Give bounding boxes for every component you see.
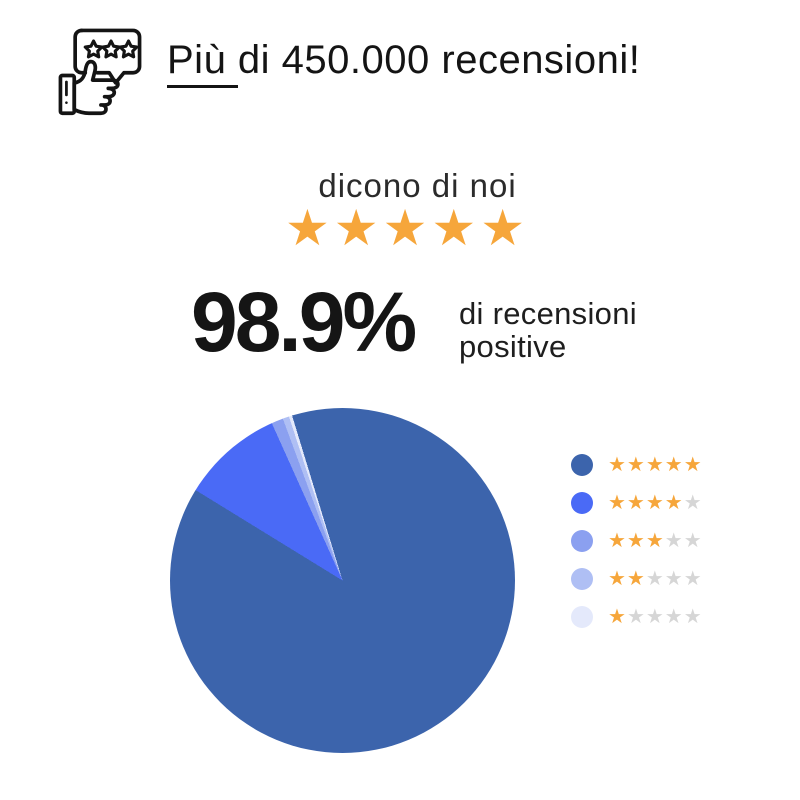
- reviews-pie-chart: [170, 408, 515, 753]
- positive-reviews-label: di recensioni positive: [459, 297, 637, 363]
- legend-color-dot: [571, 454, 593, 476]
- tagline: dicono di noi: [318, 167, 517, 204]
- legend-color-dot: [571, 606, 593, 628]
- legend-row: ★★★★★: [571, 560, 703, 598]
- legend-star-rating: ★★★★★: [608, 492, 703, 514]
- positive-reviews-label-line1: di recensioni: [459, 296, 637, 331]
- legend-star-rating: ★★★★★: [608, 530, 703, 552]
- page-title: Più di 450.000 recensioni!: [167, 38, 641, 82]
- legend-row: ★★★★★: [571, 598, 703, 636]
- legend-row: ★★★★★: [571, 522, 703, 560]
- title-underline: [167, 85, 238, 88]
- legend-star-rating: ★★★★★: [608, 568, 703, 590]
- legend-color-dot: [571, 492, 593, 514]
- legend-row: ★★★★★: [571, 484, 703, 522]
- legend-row: ★★★★★: [571, 446, 703, 484]
- review-thumbs-up-icon: [58, 28, 142, 116]
- legend-star-rating: ★★★★★: [608, 454, 703, 476]
- positive-reviews-label-line2: positive: [459, 329, 567, 364]
- legend-color-dot: [571, 568, 593, 590]
- legend-star-rating: ★★★★★: [608, 606, 703, 628]
- legend-color-dot: [571, 530, 593, 552]
- positive-reviews-percentage: 98.9%: [191, 275, 417, 369]
- rating-legend: ★★★★★ ★★★★★ ★★★★★ ★★★★★ ★★★★★: [571, 446, 703, 636]
- rating-stars-row: ★★★★★: [284, 200, 530, 256]
